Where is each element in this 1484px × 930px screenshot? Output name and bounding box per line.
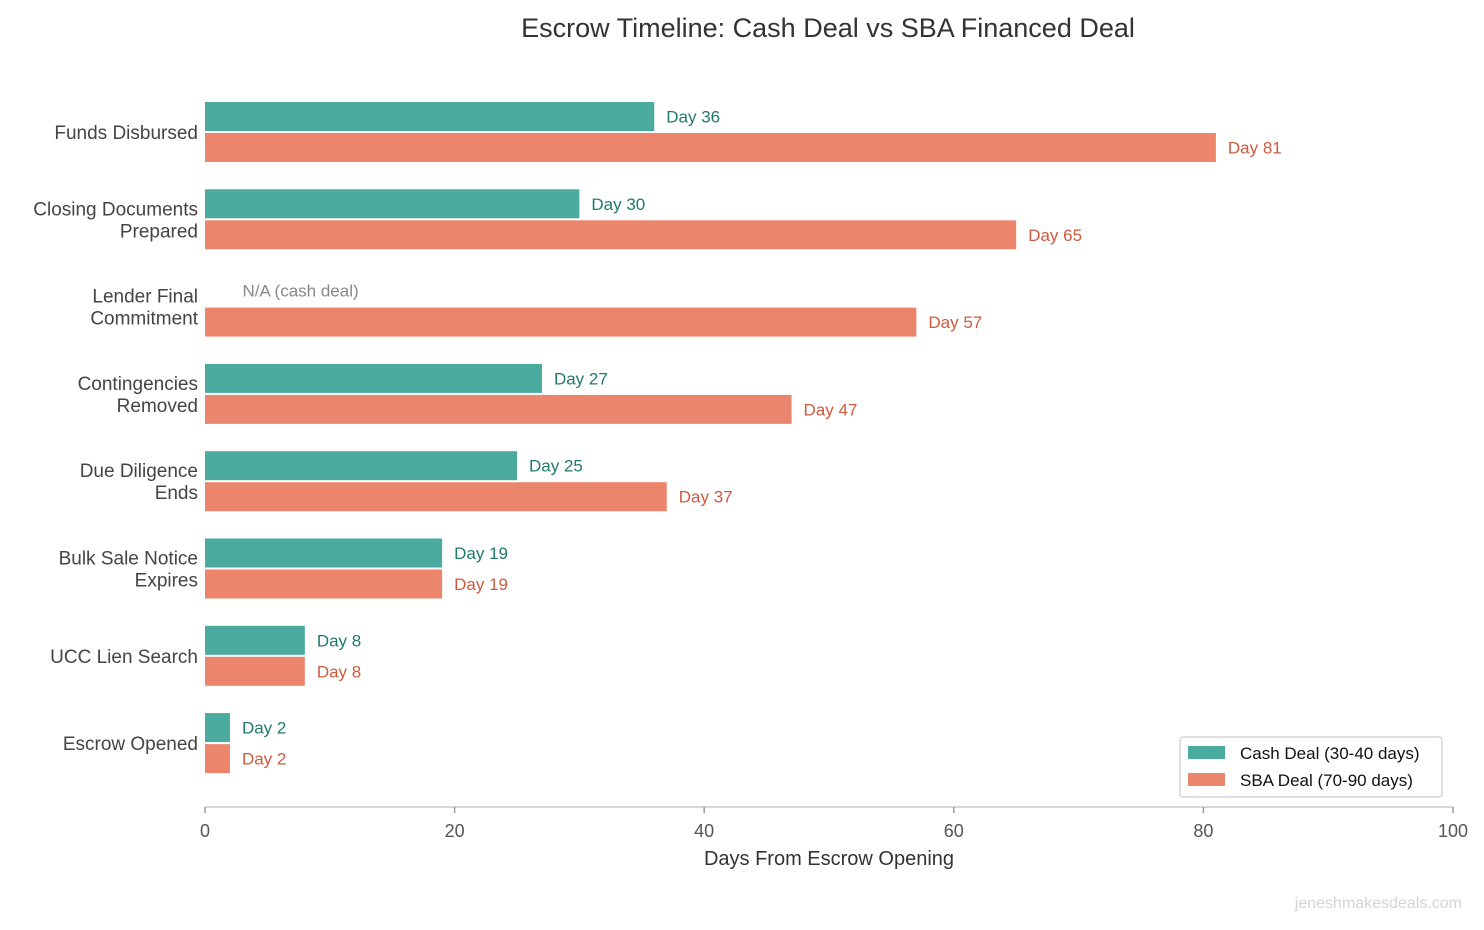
bars: Day 36 Day 81 Day 30 Day 65 N/A (cash deal) D… (205, 102, 1282, 774)
x-tick-label: 20 (445, 821, 465, 841)
cash-data-label: Day 36 (666, 108, 720, 127)
cash-data-label: Day 2 (242, 719, 286, 738)
cash-data-label: Day 30 (591, 195, 645, 214)
cash-bar (205, 625, 305, 655)
legend-box (1179, 736, 1443, 798)
cash-bar (205, 713, 230, 743)
cash-bar (205, 102, 655, 131)
sba-data-label: Day 57 (928, 313, 982, 332)
cash-bar (205, 538, 443, 568)
cash-bar (205, 363, 542, 393)
cash-bar (205, 451, 517, 481)
cash-data-label: Day 19 (454, 544, 508, 563)
cash-data-label: Day 8 (317, 631, 361, 650)
sba-bar (205, 569, 443, 599)
sba-data-label: Day 8 (317, 662, 361, 681)
y-tick-label: Bulk Sale Notice (59, 549, 198, 570)
sba-data-label: Day 2 (242, 750, 286, 769)
sba-bar (205, 394, 792, 424)
y-tick-label: Expires (135, 571, 198, 592)
y-tick-label: Lender Final (92, 287, 198, 308)
sba-data-label: Day 19 (454, 575, 508, 594)
sba-data-label: Day 65 (1028, 226, 1082, 245)
sba-bar (205, 482, 667, 512)
watermark: jeneshmakesdeals.com (1294, 895, 1462, 912)
sba-data-label: Day 81 (1228, 139, 1282, 158)
legend-label-sba: SBA Deal (70-90 days) (1240, 771, 1413, 790)
sba-bar (205, 656, 305, 686)
y-tick-label: Funds Disbursed (54, 123, 198, 144)
y-axis-labels: Funds Disbursed Closing DocumentsPrepared… (33, 123, 198, 755)
y-tick-label: Prepared (120, 221, 198, 242)
x-tick-label: 60 (944, 821, 964, 841)
y-tick-label: Ends (155, 483, 198, 504)
cash-data-label: Day 25 (529, 457, 583, 476)
sba-bar (205, 220, 1017, 250)
sba-bar (205, 744, 230, 774)
legend: Cash Deal (30-40 days) SBA Deal (70-90 d… (1179, 736, 1443, 798)
chart-title: Escrow Timeline: Cash Deal vs SBA Financ… (521, 13, 1135, 43)
y-tick-label: Due Diligence (80, 461, 198, 482)
sba-bar (205, 307, 917, 337)
y-tick-label: Removed (117, 396, 198, 417)
y-tick-label: Escrow Opened (63, 734, 198, 755)
x-axis-label: Days From Escrow Opening (704, 848, 954, 870)
y-tick-label: Closing Documents (33, 199, 198, 220)
legend-swatch-sba (1188, 773, 1225, 786)
y-tick-label: Commitment (90, 309, 198, 330)
x-tick-label: 0 (200, 821, 210, 841)
na-annotation: N/A (cash deal) (242, 282, 358, 301)
x-tick-label: 40 (694, 821, 714, 841)
sba-data-label: Day 37 (679, 488, 733, 507)
y-tick-label: UCC Lien Search (50, 647, 198, 668)
legend-swatch-cash (1188, 746, 1225, 759)
sba-data-label: Day 47 (804, 400, 858, 419)
y-tick-label: Contingencies (78, 374, 198, 395)
cash-bar (205, 189, 580, 219)
x-tick-label: 80 (1193, 821, 1213, 841)
cash-data-label: Day 27 (554, 369, 608, 388)
sba-bar (205, 133, 1216, 162)
x-axis-ticks: 0 20 40 60 80 100 (200, 807, 1468, 841)
legend-label-cash: Cash Deal (30-40 days) (1240, 744, 1420, 763)
x-tick-label: 100 (1438, 821, 1468, 841)
